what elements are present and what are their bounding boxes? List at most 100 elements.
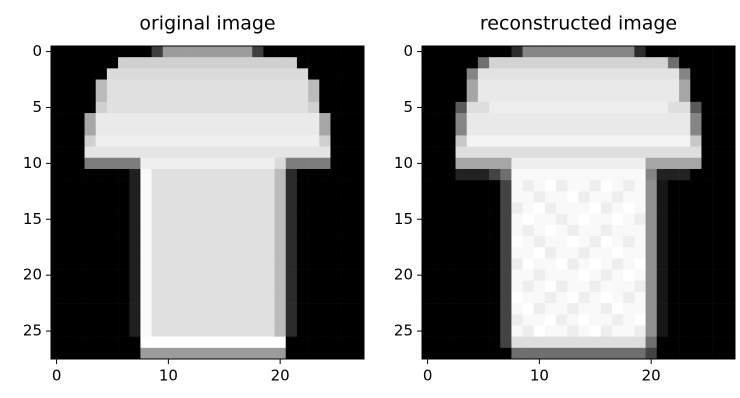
pixel [107, 113, 118, 124]
pixel [319, 191, 330, 202]
pixel [612, 68, 623, 79]
pixel [456, 314, 467, 325]
pixel [511, 68, 522, 79]
pixel [467, 147, 478, 158]
pixel [308, 68, 319, 79]
pixel [612, 158, 623, 169]
pixel [263, 258, 274, 269]
pixel [657, 337, 668, 348]
pixel [96, 191, 107, 202]
pixel [208, 169, 219, 180]
pixel [185, 46, 196, 57]
pixel [73, 91, 84, 102]
pixel [107, 91, 118, 102]
pixel [590, 314, 601, 325]
y-tick-label: 5 [32, 98, 42, 116]
pixel [129, 314, 140, 325]
pixel [634, 180, 645, 191]
pixel [523, 180, 534, 191]
pixel [478, 124, 489, 135]
pixel [657, 270, 668, 281]
pixel [500, 57, 511, 68]
pixel [219, 124, 230, 135]
pixel [444, 258, 455, 269]
pixel [612, 180, 623, 191]
pixel [208, 102, 219, 113]
pixel [590, 270, 601, 281]
pixel [690, 337, 701, 348]
pixel [634, 135, 645, 146]
pixel [85, 80, 96, 91]
pixel [342, 270, 353, 281]
pixel [579, 46, 590, 57]
pixel [478, 91, 489, 102]
pixel [342, 180, 353, 191]
pixel [342, 91, 353, 102]
pixel [489, 135, 500, 146]
pixel [51, 191, 62, 202]
pixel [107, 214, 118, 225]
pixel [500, 68, 511, 79]
pixel [152, 57, 163, 68]
pixel [690, 325, 701, 336]
pixel [241, 348, 252, 359]
pixel [241, 325, 252, 336]
pixel [601, 91, 612, 102]
pixel [456, 102, 467, 113]
pixel [590, 124, 601, 135]
pixel [51, 337, 62, 348]
pixel [185, 68, 196, 79]
pixel [308, 91, 319, 102]
pixel [163, 281, 174, 292]
pixel [185, 292, 196, 303]
pixel [679, 124, 690, 135]
pixel [85, 180, 96, 191]
pixel [174, 348, 185, 359]
pixel [152, 80, 163, 91]
pixel [668, 169, 679, 180]
pixel [456, 270, 467, 281]
pixel [342, 68, 353, 79]
pixel [545, 348, 556, 359]
pixel [489, 247, 500, 258]
pixel [140, 314, 151, 325]
pixel [275, 281, 286, 292]
pixel [489, 236, 500, 247]
pixel [196, 113, 207, 124]
pixel [330, 80, 341, 91]
pixel [724, 147, 735, 158]
pixel [163, 113, 174, 124]
pixel [724, 113, 735, 124]
pixel [163, 325, 174, 336]
pixel [85, 191, 96, 202]
pixel [668, 225, 679, 236]
pixel [208, 281, 219, 292]
pixel [286, 348, 297, 359]
pixel [275, 158, 286, 169]
pixel [433, 292, 444, 303]
pixel [73, 337, 84, 348]
pixel [275, 124, 286, 135]
pixel [185, 147, 196, 158]
pixel [545, 169, 556, 180]
pixel [308, 102, 319, 113]
pixel [319, 180, 330, 191]
pixel [433, 225, 444, 236]
pixel [646, 68, 657, 79]
pixel [140, 247, 151, 258]
pixel [713, 68, 724, 79]
pixel [489, 203, 500, 214]
pixel [489, 270, 500, 281]
figure: original image051015202501020reconstruct… [0, 0, 740, 398]
pixel [230, 225, 241, 236]
pixel [679, 270, 690, 281]
pixel [286, 292, 297, 303]
pixel [489, 325, 500, 336]
pixel [612, 292, 623, 303]
pixel [500, 102, 511, 113]
pixel [690, 292, 701, 303]
pixel [196, 281, 207, 292]
pixel [252, 247, 263, 258]
pixel [208, 135, 219, 146]
pixel [701, 225, 712, 236]
